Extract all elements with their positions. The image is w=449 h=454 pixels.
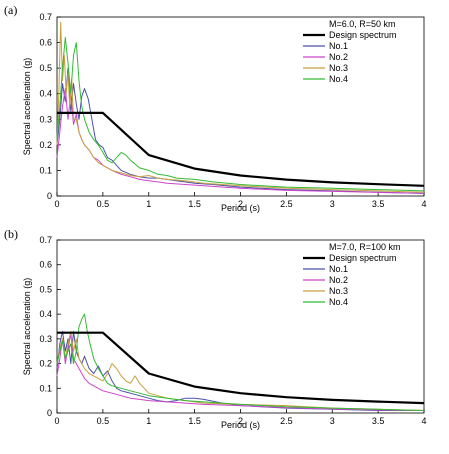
y-tick-label: 0.3 [39,114,52,124]
x-tick-label: 2.5 [280,199,293,209]
legend-entry: No.4 [329,297,348,307]
y-tick-label: 0.4 [39,309,52,319]
x-tick-label: 3.5 [372,199,385,209]
y-tick-label: 0.7 [39,12,52,22]
legend-header: M=6.0, R=50 km [329,19,396,29]
y-tick-label: 0 [47,408,52,418]
series-line-no-1 [56,67,425,194]
legend-entry: Design spectrum [329,30,397,40]
y-tick-label: 0 [47,191,52,201]
y-tick-label: 0.2 [39,140,52,150]
x-axis-label: Period (s) [221,203,260,213]
legend-entry: No.3 [329,63,348,73]
x-tick-label: 0 [54,416,59,426]
x-tick-label: 2.5 [280,416,293,426]
x-tick-label: 1 [146,416,151,426]
legend-entry: No.1 [329,41,348,51]
y-tick-label: 0.7 [39,235,52,245]
y-tick-label: 0.3 [39,334,52,344]
y-axis-label: Spectral acceleration (g) [22,58,32,156]
panel-label: (b) [4,227,18,241]
legend-entry: No.4 [329,74,348,84]
panel-label: (a) [4,3,17,17]
y-tick-label: 0.1 [39,165,52,175]
legend-entry: No.2 [329,275,348,285]
y-axis-label: Spectral acceleration (g) [22,278,32,376]
chart-panel-b: (b) 0 0.1 0.2 0.3 0.4 0.5 0.6 0.7 0 0.5 1 1.5 2 2.5 3 3.… [4,227,427,430]
y-tick-label: 0.4 [39,89,52,99]
legend-header: M=7.0, R=100 km [329,242,401,252]
y-tick-label: 0.2 [39,359,52,369]
plot-area-frame [56,16,425,197]
series-line-no-2 [56,333,425,411]
chart-panel-a: (a) 0 0.1 0.2 0.3 0.4 0.5 0.6 0.7 0 0.5 1 1.5 2 2.5 3 3.… [4,3,427,213]
x-tick-label: 0 [54,199,59,209]
x-tick-label: 1.5 [188,416,201,426]
x-tick-label: 0.5 [97,416,110,426]
series-line-no-1 [56,330,424,411]
series-line-no-4 [56,313,425,411]
legend-entry: No.1 [329,264,348,274]
x-tick-label: 2 [238,416,243,426]
x-tick-label: 2 [238,199,243,209]
x-tick-label: 1 [146,199,151,209]
y-tick-label: 0.5 [39,63,52,73]
x-axis-label: Period (s) [221,420,260,430]
y-tick-label: 0.1 [39,383,52,393]
x-tick-label: 1.5 [188,199,201,209]
series-line-no-2 [56,88,425,194]
plot-area-frame [56,239,425,414]
x-tick-label: 3 [330,199,335,209]
series-line-design-spectrum [57,331,425,405]
x-tick-label: 0.5 [97,199,110,209]
legend-entry: Design spectrum [329,253,397,263]
x-tick-label: 4 [421,416,426,426]
series-line-design-spectrum [57,111,425,187]
x-tick-label: 3.5 [372,416,385,426]
y-tick-label: 0.6 [39,260,52,270]
x-tick-label: 4 [421,199,426,209]
y-tick-label: 0.5 [39,284,52,294]
series-line-no-3 [56,21,425,193]
x-tick-label: 3 [330,416,335,426]
y-tick-label: 0.6 [39,38,52,48]
legend-entry: No.3 [329,286,348,296]
legend-entry: No.2 [329,52,348,62]
series-line-no-4 [56,37,425,192]
series-line-no-3 [56,330,425,411]
